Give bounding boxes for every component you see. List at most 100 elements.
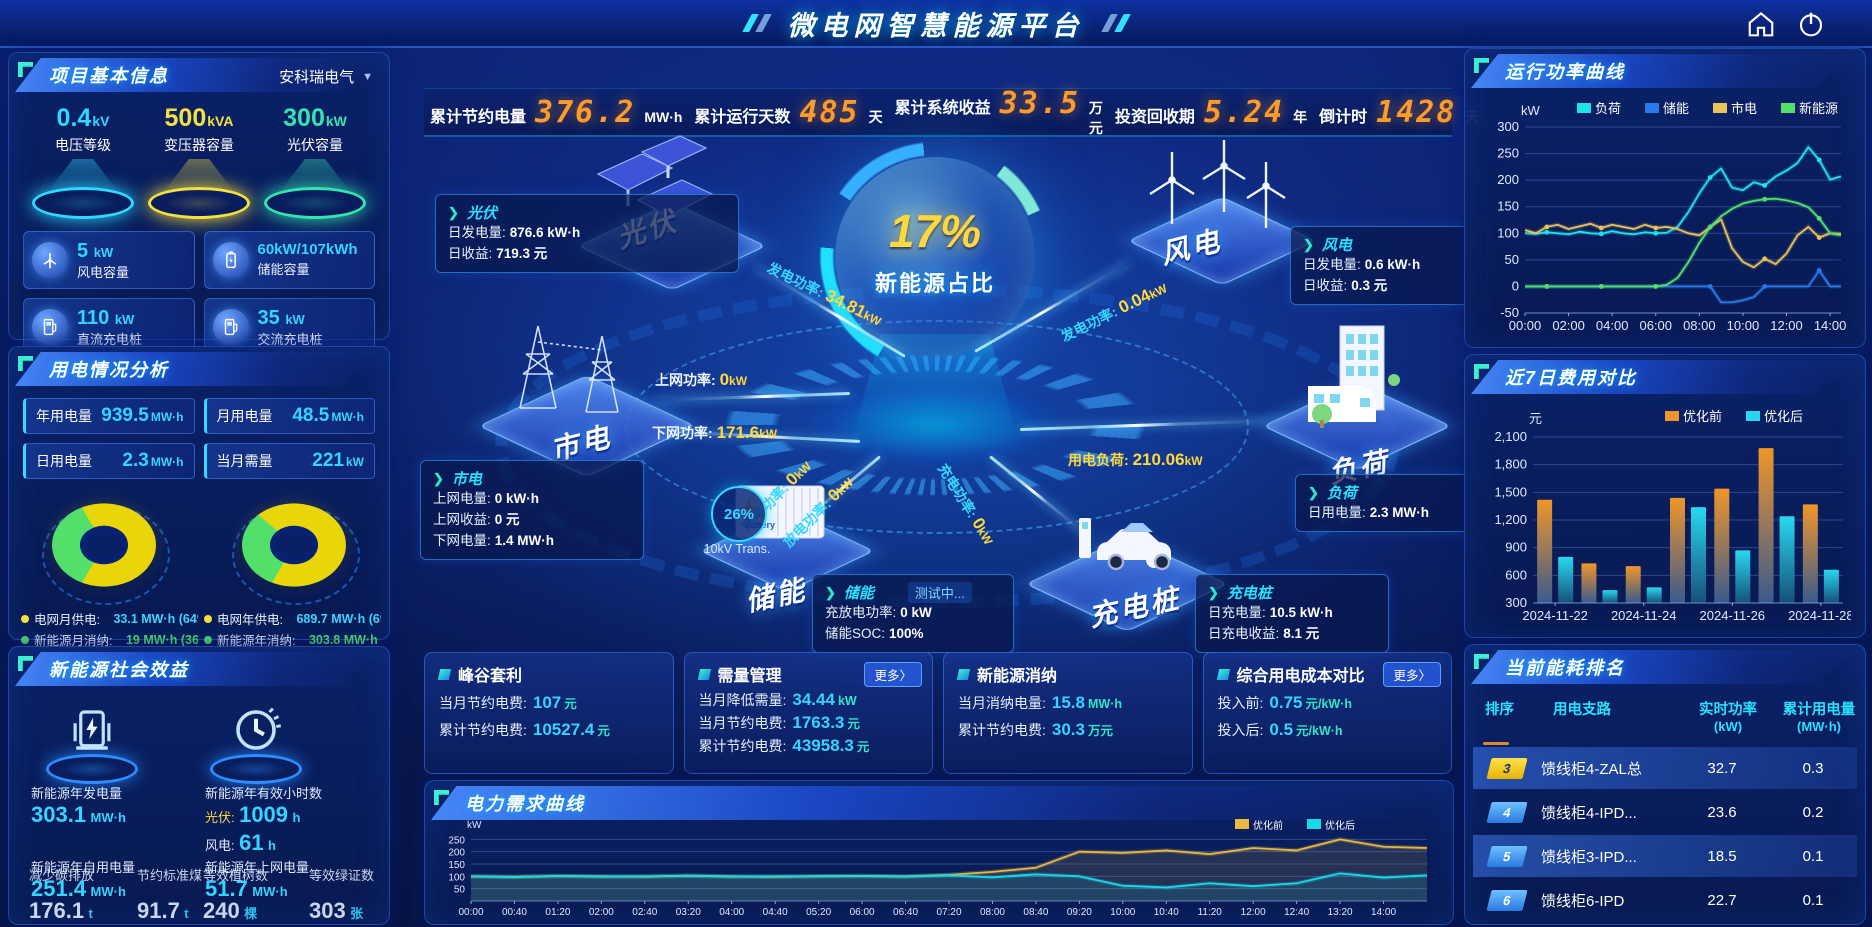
pedestal-base — [264, 187, 366, 219]
svg-text:2024-11-28: 2024-11-28 — [1788, 608, 1851, 623]
svg-text:-50: -50 — [1500, 305, 1519, 320]
svg-text:2024-11-22: 2024-11-22 — [1522, 608, 1588, 623]
svg-text:07:20: 07:20 — [936, 907, 961, 918]
power-icon[interactable] — [1796, 9, 1826, 39]
kpi-run-days: 累计运行天数 485 天 — [694, 94, 883, 130]
svg-text:kW: kW — [467, 820, 482, 831]
panel-project-info: 项目基本信息 安科瑞电气 ▼ 0.4kV 电压等级 500kVA 变压器容量 30… — [8, 52, 390, 356]
svg-text:kW: kW — [1521, 103, 1541, 118]
company-select[interactable]: 安科瑞电气 ▼ — [279, 66, 373, 87]
table-row[interactable]: 5 馈线柜3-IPD... 18.5 0.1 — [1473, 835, 1857, 877]
svg-text:04:40: 04:40 — [763, 907, 788, 918]
energy-mix-donuts — [9, 489, 389, 605]
capacity-cards: 5 kW 风电容量 60kW/107kWh 储能容量 110 kW 直流充电桩 … — [9, 219, 389, 356]
home-icon[interactable] — [1746, 9, 1776, 39]
legend-item: 新能源年消纳: 303.8 MW·h (31%) — [204, 630, 381, 649]
panel-social-benefits: 新能源社会效益 新能源年发电量 303.1 MW·h 新能源年有效小时数 光伏:… — [8, 646, 390, 925]
card-corner-icon — [437, 668, 452, 680]
stat-label: 电压等级 — [55, 137, 111, 153]
panel-header: 项目基本信息 — [15, 58, 380, 92]
grid-export-stat: 新能源年上网电量 51.7 MW·h — [205, 860, 310, 901]
pedestal-base — [148, 187, 250, 219]
coal-saving-stat: 节约标准煤 91.7 t — [137, 868, 203, 923]
pv-info-box: ❯ 光伏 日发电量: 876.6 kW·h 日收益: 719.3 元 — [435, 194, 739, 273]
transformer-label: 10kV Trans. — [703, 542, 771, 556]
svg-text:100: 100 — [448, 872, 465, 883]
panel-header: 近7日费用对比 — [1471, 360, 1856, 394]
svg-text:1,500: 1,500 — [1494, 484, 1527, 499]
panel-header: 用电情况分析 — [15, 352, 380, 386]
table-row[interactable]: 3 馈线柜4-ZAL总 32.7 0.3 — [1473, 747, 1857, 789]
card-value: 5 — [77, 239, 89, 262]
scroll-indicator — [1483, 742, 1509, 745]
panel-title: 当前能耗排名 — [1505, 658, 1625, 678]
svg-text:14:00: 14:00 — [1814, 318, 1847, 333]
panel-title: 新能源社会效益 — [49, 660, 189, 680]
panel-title: 近7日费用对比 — [1505, 368, 1638, 388]
legend-dot — [21, 614, 29, 623]
svg-text:06:00: 06:00 — [850, 907, 875, 918]
self-consumption-stat: 新能源年自用电量 251.4 MW·h — [31, 860, 136, 901]
load-info-box: ❯ 负荷 日用电量: 2.3 MW·h — [1295, 474, 1491, 532]
annual-generation-stat: 新能源年发电量 303.1 MW·h — [31, 786, 126, 827]
card-value: 35 — [257, 306, 280, 329]
cost-more-button[interactable]: 更多〉 — [1383, 662, 1441, 687]
ranking-table-header: 排序 用电支路 实时功率 (kW) 累计用电量 (MW·h) — [1485, 702, 1856, 734]
stat-value: 500 — [164, 104, 207, 132]
rank-badge: 6 — [1486, 889, 1528, 911]
cost-comparison-card: 综合用电成本对比 更多〉 投入前: 0.75 元/kW·h 投入后: 0.5 元/kW·… — [1202, 652, 1452, 774]
svg-text:250: 250 — [448, 835, 465, 846]
wind-turbines-icon — [1149, 140, 1286, 228]
chevron-right-icon: ❯ — [1208, 584, 1219, 600]
svg-text:优化前: 优化前 — [1253, 819, 1283, 832]
generation-pedestal — [37, 703, 147, 784]
svg-text:150: 150 — [448, 860, 465, 871]
top-header: 微电网智慧能源平台 — [0, 0, 1872, 48]
light-cone — [47, 159, 119, 193]
kpi-countdown: 倒计时1428天 — [1319, 94, 1479, 130]
svg-text:300: 300 — [1505, 595, 1527, 610]
svg-text:05:20: 05:20 — [806, 907, 831, 918]
wind-turbine-icon — [32, 242, 68, 278]
card-unit: kW — [285, 311, 305, 327]
grid-export-flow: 上网功率: 0kW — [655, 370, 748, 389]
legend-dot — [21, 635, 29, 644]
company-select-value: 安科瑞电气 — [279, 69, 355, 86]
svg-text:08:00: 08:00 — [1683, 318, 1716, 333]
svg-text:优化后: 优化后 — [1764, 409, 1803, 424]
svg-text:250: 250 — [1497, 146, 1519, 161]
card-value: 60kW/107kWh — [257, 241, 358, 259]
dc-charger-icon — [32, 309, 68, 345]
table-row[interactable]: 4 馈线柜4-IPD... 23.6 0.2 — [1473, 791, 1857, 833]
legend-item: 电网年供电: 689.7 MW·h (69%) — [204, 609, 381, 628]
svg-text:200: 200 — [448, 848, 465, 859]
card-corner-icon — [956, 668, 971, 680]
demand-more-button[interactable]: 更多〉 — [864, 662, 922, 687]
panel-power-usage: 用电情况分析 年用电量 939.5 MW·h 月用电量 48.5 MW·h 日用电量 2.… — [8, 346, 390, 648]
svg-text:1,800: 1,800 — [1494, 457, 1527, 472]
charger-info-box: ❯ 充电桩 日充电量: 10.5 kW·h 日充电收益: 8.1 元 — [1195, 574, 1389, 653]
panel-energy-ranking: 当前能耗排名 排序 用电支路 实时功率 (kW) 累计用电量 (MW·h) 3 馈线… — [1464, 644, 1866, 925]
svg-text:2024-11-24: 2024-11-24 — [1611, 608, 1677, 623]
table-row[interactable]: 6 馈线柜6-IPD 22.7 0.1 — [1473, 879, 1857, 921]
usage-stats: 年用电量 939.5 MW·h 月用电量 48.5 MW·h 日用电量 2.3 MW·h 当… — [9, 386, 389, 479]
svg-text:14:00: 14:00 — [1371, 907, 1396, 918]
wind-capacity-card: 5 kW 风电容量 — [23, 231, 195, 289]
svg-text:元: 元 — [1529, 411, 1542, 426]
monthly-demand-stat: 当月需量 221 kW — [203, 443, 375, 479]
kpi-payback-period: 投资回收期 5.24 年 — [1114, 94, 1308, 130]
legend-item: 电网月供电: 33.1 MW·h (64%) — [21, 609, 198, 628]
kpi-total-revenue: 累计系统收益 33.5 万元 — [894, 86, 1103, 136]
transmission-towers-icon — [519, 325, 619, 413]
panel-title: 电力需求曲线 — [465, 794, 585, 814]
tree-equivalent-stat: 等效植树数 240 棵 — [203, 868, 269, 923]
svg-text:优化前: 优化前 — [1683, 409, 1722, 424]
svg-text:10:00: 10:00 — [1727, 318, 1760, 333]
chevron-right-icon: ❯ — [825, 584, 836, 600]
pv-capacity-stat: 300kW 光伏容量 — [261, 104, 369, 219]
energy-meter-icon — [73, 710, 111, 750]
svg-text:600: 600 — [1505, 567, 1527, 582]
card-corner-icon — [697, 668, 711, 680]
card-label: 风电容量 — [77, 264, 130, 280]
